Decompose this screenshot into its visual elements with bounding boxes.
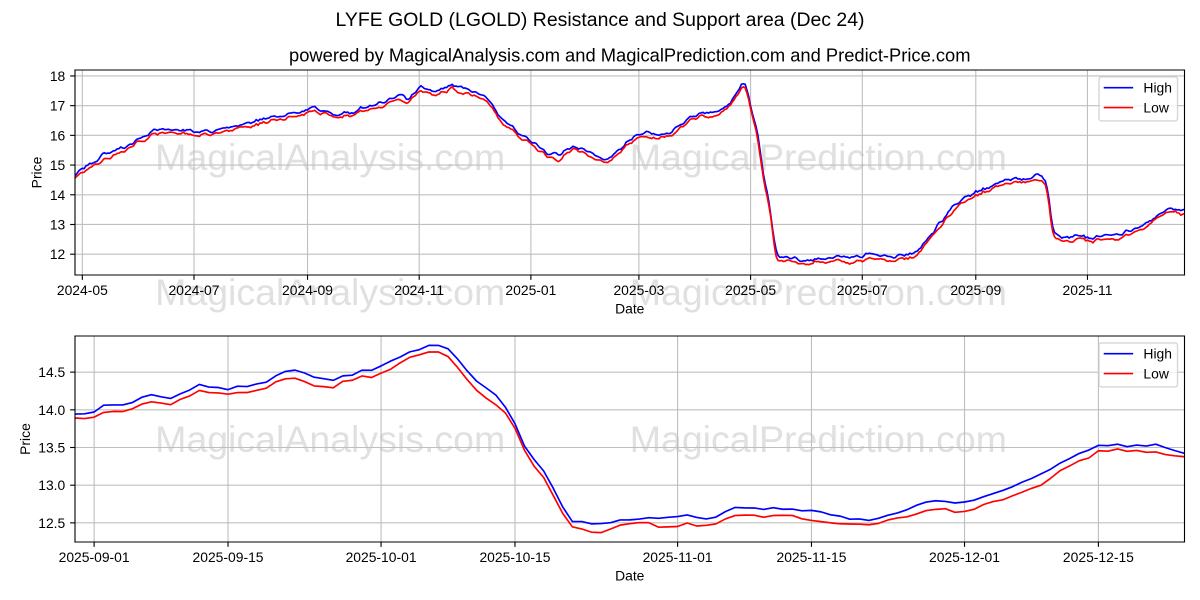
svg-text:2025-03: 2025-03 [613, 282, 664, 298]
svg-text:2025-12-15: 2025-12-15 [1063, 549, 1134, 565]
svg-text:Price: Price [28, 156, 44, 188]
svg-text:2025-09-15: 2025-09-15 [193, 549, 264, 565]
svg-text:2024-07: 2024-07 [169, 282, 220, 298]
svg-text:Date: Date [615, 567, 645, 583]
svg-text:18: 18 [50, 68, 66, 84]
svg-text:Date: Date [615, 300, 645, 316]
svg-text:2025-09-01: 2025-09-01 [59, 549, 130, 565]
svg-text:Low: Low [1143, 365, 1169, 381]
svg-text:12.5: 12.5 [38, 515, 65, 531]
svg-text:15: 15 [50, 157, 66, 173]
svg-text:2025-09: 2025-09 [950, 282, 1001, 298]
svg-text:2025-10-01: 2025-10-01 [346, 549, 417, 565]
svg-text:2025-11-15: 2025-11-15 [777, 549, 847, 565]
svg-text:2025-12-01: 2025-12-01 [929, 549, 1000, 565]
svg-text:MagicalPrediction.com: MagicalPrediction.com [630, 136, 1007, 178]
svg-text:LYFE GOLD (LGOLD) Resistance a: LYFE GOLD (LGOLD) Resistance and Support… [336, 9, 865, 31]
svg-text:MagicalAnalysis.com: MagicalAnalysis.com [155, 418, 505, 460]
svg-text:2025-10-15: 2025-10-15 [479, 549, 550, 565]
svg-text:High: High [1143, 80, 1172, 96]
svg-text:powered by MagicalAnalysis.com: powered by MagicalAnalysis.com and Magic… [289, 45, 971, 66]
svg-text:14: 14 [50, 187, 66, 203]
svg-text:16: 16 [50, 127, 66, 143]
svg-text:2025-01: 2025-01 [505, 282, 556, 298]
svg-text:MagicalAnalysis.com: MagicalAnalysis.com [155, 136, 505, 178]
svg-text:High: High [1143, 346, 1172, 362]
svg-text:13: 13 [50, 217, 66, 233]
svg-text:2025-07: 2025-07 [837, 282, 888, 298]
svg-text:2024-11: 2024-11 [394, 282, 444, 298]
svg-text:17: 17 [50, 98, 66, 114]
svg-text:MagicalPrediction.com: MagicalPrediction.com [630, 418, 1007, 460]
svg-text:12: 12 [50, 246, 66, 262]
svg-text:2024-09: 2024-09 [282, 282, 333, 298]
svg-text:2025-11-01: 2025-11-01 [643, 549, 713, 565]
svg-text:Low: Low [1143, 99, 1169, 115]
svg-text:Price: Price [17, 423, 33, 455]
svg-text:14.5: 14.5 [38, 364, 65, 380]
svg-text:14.0: 14.0 [38, 402, 65, 418]
svg-text:2025-05: 2025-05 [725, 282, 776, 298]
svg-text:13.0: 13.0 [38, 477, 65, 493]
svg-text:2024-05: 2024-05 [57, 282, 108, 298]
svg-text:2025-11: 2025-11 [1063, 282, 1113, 298]
svg-text:13.5: 13.5 [38, 440, 65, 456]
